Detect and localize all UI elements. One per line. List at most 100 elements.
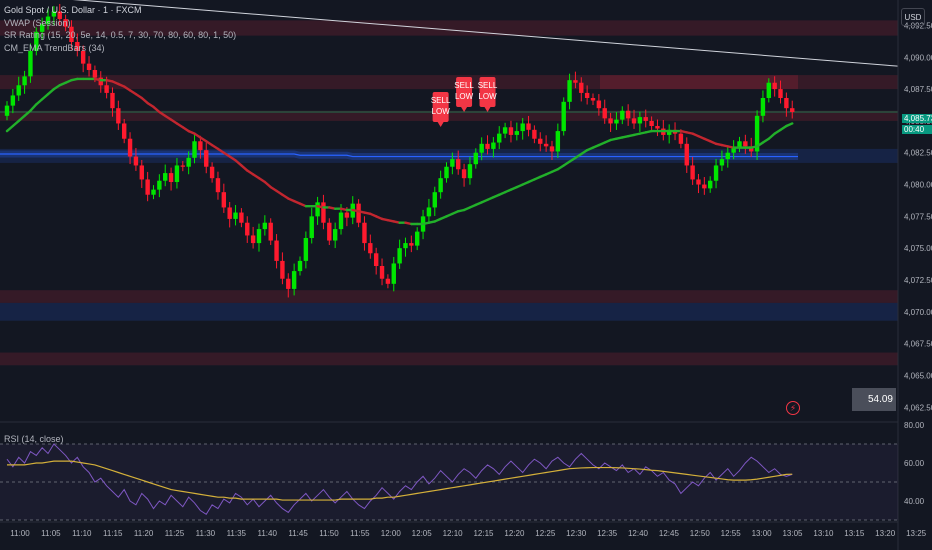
trendline[interactable] bbox=[0, 0, 899, 67]
candle-body bbox=[731, 147, 736, 153]
sell-signal-box bbox=[479, 77, 496, 107]
candles[interactable] bbox=[4, 3, 795, 298]
candle bbox=[127, 132, 133, 165]
candle bbox=[485, 135, 490, 155]
time-tick-label: 12:40 bbox=[628, 529, 649, 538]
candle bbox=[116, 100, 121, 130]
candle bbox=[450, 152, 455, 175]
candle bbox=[309, 207, 314, 244]
candle bbox=[778, 80, 783, 104]
candle-body bbox=[215, 178, 221, 193]
rsi-legend[interactable]: RSI (14, close) bbox=[4, 434, 64, 444]
candle-body bbox=[209, 166, 215, 179]
ema-line bbox=[5, 77, 794, 226]
candle bbox=[643, 109, 648, 128]
candle-body bbox=[127, 138, 133, 157]
candle-body bbox=[4, 105, 10, 116]
candle-body bbox=[198, 141, 203, 151]
candle bbox=[549, 140, 555, 160]
candle-body bbox=[291, 271, 297, 289]
candle bbox=[520, 117, 525, 140]
candle bbox=[204, 142, 209, 174]
candle bbox=[754, 110, 760, 160]
candle-body bbox=[625, 110, 631, 119]
rsi-tick-label: 80.00 bbox=[904, 421, 925, 430]
time-tick-label: 11:00 bbox=[10, 529, 30, 538]
candle-body bbox=[473, 152, 478, 165]
candle-body bbox=[596, 100, 602, 109]
rsi-value-box: 54.09 bbox=[852, 388, 896, 411]
sell-signal-line2: LOW bbox=[455, 92, 474, 101]
candle bbox=[221, 183, 227, 213]
rsi-pane[interactable]: 80.00 60.00 40.00 bbox=[0, 421, 925, 521]
time-tick-label: 13:25 bbox=[906, 529, 927, 538]
candle-body bbox=[403, 243, 408, 249]
time-tick-label: 13:20 bbox=[875, 529, 896, 538]
candle-body bbox=[479, 143, 484, 153]
time-tick-label: 12:15 bbox=[473, 529, 494, 538]
time-tick-label: 12:35 bbox=[597, 529, 618, 538]
candle-body bbox=[192, 141, 197, 158]
candle bbox=[625, 104, 631, 126]
ema-segment bbox=[234, 159, 243, 167]
legend-sr[interactable]: SR Rating (15, 20, 5e, 14, 0.5, 7, 30, 7… bbox=[4, 30, 237, 40]
candle bbox=[122, 119, 127, 144]
candle bbox=[590, 93, 596, 105]
legend-symbol[interactable]: Gold Spot / U.S. Dollar · 1 · FXCM bbox=[4, 5, 142, 15]
candle bbox=[145, 171, 150, 202]
candle-body bbox=[315, 202, 320, 217]
legend-vwap[interactable]: VWAP (Session) bbox=[4, 17, 71, 28]
candle-body bbox=[250, 235, 256, 244]
ema-segment bbox=[46, 87, 56, 96]
legend-ema[interactable]: CM_EMA TrendBars (34) bbox=[4, 42, 105, 53]
candle-body bbox=[725, 152, 730, 160]
candle bbox=[409, 235, 414, 253]
candle-body bbox=[168, 173, 174, 182]
price-tick-label: 4,065.00 bbox=[904, 371, 932, 380]
candle-body bbox=[180, 165, 185, 167]
candle-body bbox=[362, 222, 367, 244]
candle bbox=[514, 122, 520, 141]
flash-icon[interactable]: ⚡ bbox=[786, 401, 800, 415]
time-axis[interactable]: 11:00 11:05 11:10 11:15 11:20 11:25 11:30 11:35… bbox=[0, 521, 927, 538]
price-tick-label: 4,067.50 bbox=[904, 340, 932, 349]
candle bbox=[473, 148, 478, 169]
time-tick-label: 12:20 bbox=[504, 529, 525, 538]
candle bbox=[403, 237, 408, 257]
time-tick-label: 12:45 bbox=[659, 529, 680, 538]
candle-body bbox=[444, 166, 449, 179]
candle-body bbox=[309, 216, 314, 238]
ema-segment bbox=[17, 114, 26, 123]
time-tick-label: 12:25 bbox=[535, 529, 556, 538]
candle-body bbox=[409, 243, 414, 246]
candle-body bbox=[643, 117, 648, 121]
currency-button[interactable]: USD bbox=[901, 8, 925, 26]
candle-body bbox=[561, 101, 566, 132]
candle-body bbox=[227, 207, 232, 219]
candle bbox=[227, 201, 232, 228]
candle-body bbox=[608, 118, 613, 124]
time-tick-label: 11:30 bbox=[196, 529, 216, 538]
candle-body bbox=[502, 127, 508, 134]
candle-body bbox=[344, 212, 350, 218]
candle-body bbox=[784, 98, 789, 109]
candle-body bbox=[538, 138, 543, 144]
candle-body bbox=[174, 165, 180, 182]
candle-body bbox=[204, 150, 209, 167]
candle bbox=[385, 274, 391, 289]
candle-body bbox=[590, 98, 596, 101]
candle-body bbox=[10, 95, 16, 106]
vwap-line bbox=[0, 150, 798, 161]
candle bbox=[526, 115, 531, 137]
candle-body bbox=[456, 159, 461, 170]
sell-signal-pointer bbox=[437, 122, 444, 127]
sr-zone-0 bbox=[0, 20, 898, 36]
rsi-band bbox=[0, 444, 898, 520]
candle bbox=[280, 252, 285, 285]
candle-body bbox=[75, 42, 80, 51]
time-tick-label: 13:15 bbox=[844, 529, 865, 538]
time-tick-label: 11:25 bbox=[165, 529, 185, 538]
candle-body bbox=[379, 266, 385, 279]
candle bbox=[151, 185, 156, 200]
